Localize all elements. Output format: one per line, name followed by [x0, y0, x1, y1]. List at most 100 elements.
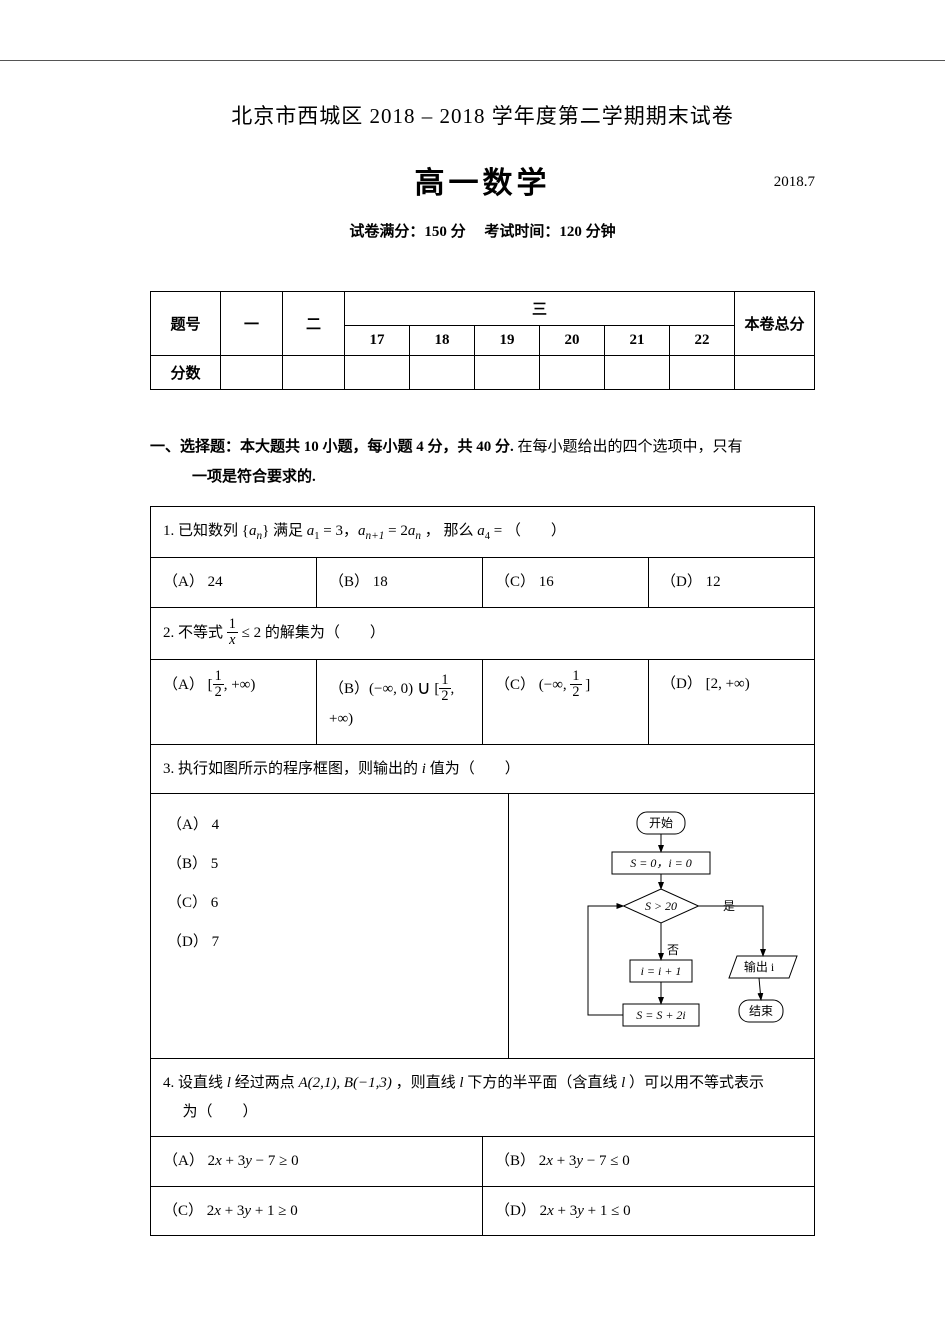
q1-opt-c: （C） 16	[483, 558, 649, 608]
q3-options: （A） 4 （B） 5 （C） 6 （D） 7	[151, 794, 509, 1058]
hdr-1: 一	[221, 292, 283, 356]
q2a-d: 2	[213, 685, 224, 700]
q1-t2: } 满足	[262, 523, 307, 539]
cell-blank	[221, 356, 283, 390]
svg-text:S = S + 2i: S = S + 2i	[636, 1008, 686, 1022]
hdr-fenshu: 分数	[151, 356, 221, 390]
q3-stem: 3. 执行如图所示的程序框图，则输出的 i 值为（ ）	[151, 745, 815, 794]
cell-blank	[475, 356, 540, 390]
table-row: 分数	[151, 356, 815, 390]
svg-text:开始: 开始	[649, 816, 673, 830]
q2b-n: 1	[439, 673, 450, 689]
svg-text:S > 20: S > 20	[645, 899, 677, 913]
q1-a1r: = 3	[320, 523, 343, 539]
q1-opt-b: （B） 18	[317, 558, 483, 608]
cell-blank	[735, 356, 815, 390]
section-tail: 在每小题给出的四个选项中，只有	[514, 439, 743, 455]
q4-stem: 4. 设直线 l 经过两点 A(2,1), B(−1,3) ，则直线 l 下方的…	[151, 1059, 815, 1137]
svg-text:i = i + 1: i = i + 1	[641, 964, 682, 978]
subline-time: 120 分钟	[559, 224, 615, 240]
cell-blank	[670, 356, 735, 390]
q4-opts-row2: （C） 2x + 3y + 1 ≥ 0 （D） 2x + 3y + 1 ≤ 0	[151, 1186, 815, 1236]
q2-opt-d: （D） [2, +∞)	[649, 659, 815, 744]
q1-stem: 1. 已知数列 {an} 满足 a1 = 3，an+1 = 2an ， 那么 a…	[151, 507, 815, 558]
q2c-pre: （C） (−∞,	[495, 677, 570, 693]
flowchart-svg: 开始 S = 0，i = 0 S > 20 i = i + 1 S = S + 2i 输出…	[517, 804, 806, 1044]
q3-num: 3.	[163, 761, 174, 777]
section-lead: 一、选择题：本大题共 10 小题，每小题 4 分，共 40 分.	[150, 439, 514, 455]
cell-blank	[283, 356, 345, 390]
subline-label-1: 试卷满分：	[349, 224, 424, 240]
sub-19: 19	[475, 326, 540, 356]
hdr-total: 本卷总分	[735, 292, 815, 356]
q3-opt-a: （A） 4	[167, 806, 492, 845]
section-1-head: 一、选择题：本大题共 10 小题，每小题 4 分，共 40 分. 在每小题给出的…	[150, 432, 815, 492]
q4-line2: 为（ ）	[163, 1104, 258, 1120]
sub-18: 18	[410, 326, 475, 356]
q2b-frac: 12	[439, 673, 450, 704]
svg-text:S = 0，i = 0: S = 0，i = 0	[630, 856, 692, 870]
q2-t2: ≤ 2 的解集为（ ）	[238, 625, 385, 641]
q3-flowchart-container: 开始 S = 0，i = 0 S > 20 i = i + 1 S = S + 2i 输出…	[509, 794, 814, 1058]
q2-opt-a: （A） [12, +∞)	[151, 659, 317, 744]
question-2: 2. 不等式 1x ≤ 2 的解集为（ ） （A） [12, +∞) （B）(−…	[150, 608, 815, 745]
q4-pts: A(2,1), B(−1,3)	[298, 1075, 391, 1091]
q1-options: （A） 24 （B） 18 （C） 16 （D） 12	[151, 558, 815, 608]
cell-blank	[540, 356, 605, 390]
q1-sep1: ，	[343, 523, 358, 539]
q2-num: 2.	[163, 625, 174, 641]
q2b-pre: （B）(−∞, 0)	[329, 681, 417, 697]
q1-a2r: = 2	[384, 523, 407, 539]
q4-opt-a: （A） 2x + 3y − 7 ≥ 0	[151, 1137, 483, 1187]
q1-t3: ， 那么	[421, 523, 477, 539]
sub-20: 20	[540, 326, 605, 356]
q3-body: （A） 4 （B） 5 （C） 6 （D） 7 开始 S = 0，i = 0 S >…	[150, 794, 815, 1059]
q2c-frac: 12	[570, 669, 581, 700]
q2-opt-c: （C） (−∞, 12 ]	[483, 659, 649, 744]
q1-t1: 已知数列 {	[174, 523, 249, 539]
svg-text:是: 是	[723, 899, 735, 913]
q2b-mid: [	[431, 681, 440, 697]
q2-frac-n: 1	[227, 617, 238, 633]
q4-t4: 下方的半平面（含直线	[464, 1075, 622, 1091]
score-table: 题号 一 二 三 本卷总分 17 18 19 20 21 22 分数	[150, 291, 815, 390]
q2-stem: 2. 不等式 1x ≤ 2 的解集为（ ）	[151, 608, 815, 659]
q3-opt-d: （D） 7	[167, 923, 492, 962]
q2a-frac: 12	[213, 669, 224, 700]
sub-17: 17	[345, 326, 410, 356]
q1-opt-d: （D） 12	[649, 558, 815, 608]
q2-t1: 不等式	[174, 625, 227, 641]
q3-opt-c: （C） 6	[167, 884, 492, 923]
sub-21: 21	[605, 326, 670, 356]
hdr-2: 二	[283, 292, 345, 356]
question-1: 1. 已知数列 {an} 满足 a1 = 3，an+1 = 2an ， 那么 a…	[150, 506, 815, 608]
q4-opt-c: （C） 2x + 3y + 1 ≥ 0	[151, 1186, 483, 1236]
sub-22: 22	[670, 326, 735, 356]
q3-opt-b: （B） 5	[167, 845, 492, 884]
svg-text:结束: 结束	[749, 1004, 773, 1018]
q2a-n: 1	[213, 669, 224, 685]
q4-t5: ）可以用不等式表示	[625, 1075, 764, 1091]
q1-a2: a	[358, 523, 366, 539]
table-row: 题号 一 二 三 本卷总分	[151, 292, 815, 326]
exam-date: 2018.7	[774, 174, 815, 191]
subline-label-2: 考试时间：	[469, 224, 559, 240]
svg-text:输出 i: 输出 i	[744, 959, 775, 974]
q2b-d: 2	[439, 689, 450, 704]
cell-blank	[410, 356, 475, 390]
q2-options: （A） [12, +∞) （B）(−∞, 0) ∪ [12, +∞) （C） (…	[151, 659, 815, 744]
question-4: 4. 设直线 l 经过两点 A(2,1), B(−1,3) ，则直线 l 下方的…	[150, 1059, 815, 1236]
question-3: 3. 执行如图所示的程序框图，则输出的 i 值为（ ）	[150, 745, 815, 795]
exam-page: 北京市西城区 2018 – 2018 学年度第二学期期末试卷 高一数学 2018…	[0, 0, 945, 1296]
union-icon: ∪	[417, 678, 431, 699]
q2a-post: , +∞)	[224, 677, 256, 693]
q4-num: 4.	[163, 1075, 174, 1091]
hdr-3-group: 三	[345, 292, 735, 326]
q3-text: 执行如图所示的程序框图，则输出的 i 值为（ ）	[174, 761, 519, 777]
cell-blank	[345, 356, 410, 390]
q4-opt-b: （B） 2x + 3y − 7 ≤ 0	[483, 1137, 815, 1187]
q2c-post: ]	[582, 677, 591, 693]
q4-opt-d: （D） 2x + 3y + 1 ≤ 0	[483, 1186, 815, 1236]
title-row: 高一数学 2018.7	[150, 158, 815, 202]
q1-a2s: n+1	[366, 530, 385, 542]
